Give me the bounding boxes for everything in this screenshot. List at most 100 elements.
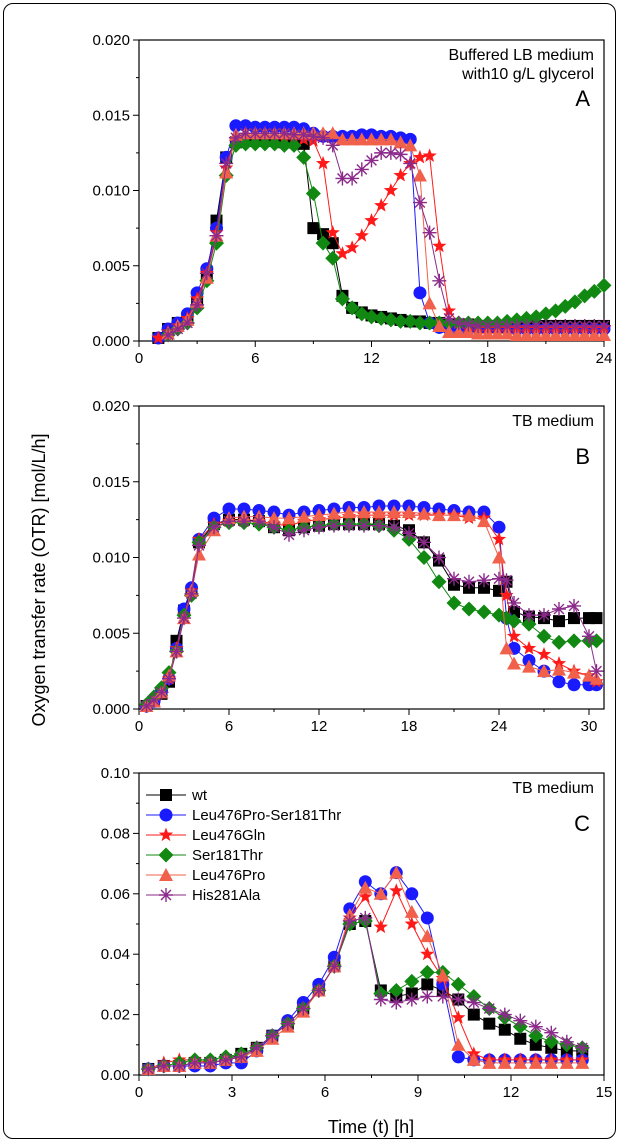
- data-point: [507, 656, 521, 670]
- data-point: [404, 904, 419, 918]
- data-point: [297, 509, 311, 523]
- data-point: [184, 586, 199, 601]
- legend-marker: [160, 789, 172, 801]
- data-point: [461, 601, 477, 617]
- data-point: [451, 1050, 465, 1064]
- data-point: [402, 526, 416, 541]
- data-point: [403, 138, 418, 152]
- data-point: [577, 327, 592, 341]
- data-point: [421, 978, 434, 991]
- data-point: [567, 678, 581, 692]
- data-point: [229, 119, 243, 133]
- data-point: [420, 989, 435, 1004]
- data-point: [342, 505, 356, 519]
- data-point: [544, 1055, 559, 1069]
- data-point: [513, 1055, 528, 1069]
- data-point: [419, 964, 435, 980]
- data-point: [267, 511, 281, 525]
- data-point: [252, 514, 266, 529]
- data-point: [393, 147, 408, 162]
- data-point: [315, 155, 331, 170]
- data-point: [335, 132, 350, 146]
- data-point: [280, 1016, 295, 1031]
- data-point: [422, 148, 437, 162]
- data-point: [412, 195, 427, 210]
- data-point: [312, 508, 326, 522]
- data-point: [412, 168, 427, 182]
- data-point: [551, 634, 567, 650]
- data-point: [492, 520, 506, 534]
- data-point: [507, 595, 521, 610]
- data-point: [364, 132, 379, 146]
- data-point: [162, 671, 176, 686]
- data-point: [497, 1055, 512, 1069]
- data-point: [277, 126, 292, 141]
- data-point: [383, 312, 399, 328]
- data-point: [559, 1034, 574, 1049]
- data-point: [477, 573, 491, 588]
- x-tick-label: 6: [225, 718, 233, 735]
- plot-frame: [138, 39, 605, 342]
- data-point: [462, 574, 476, 589]
- y-tick-label: 0.00: [101, 1067, 130, 1084]
- y-tick-label: 0.015: [92, 107, 130, 124]
- data-point: [327, 959, 342, 974]
- data-point: [287, 127, 301, 142]
- data-point: [404, 916, 419, 931]
- data-point: [374, 145, 389, 160]
- data-point: [567, 327, 582, 341]
- data-point: [296, 127, 311, 142]
- data-point: [529, 1038, 542, 1051]
- legend-label: Leu476Gln: [192, 827, 265, 844]
- data-point: [358, 910, 373, 925]
- data-point: [364, 153, 379, 168]
- data-point: [387, 505, 401, 519]
- x-tick-label: 15: [596, 1084, 613, 1101]
- data-point: [432, 273, 447, 288]
- data-point: [344, 300, 360, 316]
- data-point: [249, 1040, 264, 1055]
- series-his281ala: [161, 126, 611, 342]
- data-point: [393, 167, 408, 182]
- data-point: [528, 1019, 543, 1034]
- data-point: [451, 315, 466, 330]
- data-point: [543, 1034, 559, 1050]
- x-tick-label: 12: [311, 718, 328, 735]
- data-point: [372, 505, 386, 519]
- data-point: [451, 992, 466, 1007]
- data-point: [499, 573, 514, 588]
- data-point: [536, 628, 552, 644]
- data-point: [307, 222, 320, 235]
- data-point: [558, 318, 573, 333]
- data-point: [383, 145, 398, 160]
- data-point: [582, 629, 596, 644]
- y-tick-label: 0.010: [92, 550, 130, 567]
- data-point: [432, 508, 446, 522]
- x-axis-title: Time (t) [h]: [328, 1117, 414, 1137]
- data-point: [297, 523, 311, 538]
- data-point: [327, 518, 341, 533]
- data-point: [509, 327, 524, 341]
- data-point: [431, 574, 447, 590]
- data-point: [446, 595, 462, 611]
- data-point: [548, 318, 563, 333]
- data-point: [311, 983, 326, 998]
- x-tick-label: 24: [596, 350, 613, 367]
- data-point: [596, 277, 612, 293]
- data-point: [566, 633, 582, 649]
- series-his281ala: [139, 514, 604, 713]
- data-point: [342, 518, 356, 533]
- data-point: [373, 919, 388, 934]
- data-point: [357, 505, 371, 519]
- data-point: [180, 315, 195, 330]
- data-point: [354, 228, 369, 242]
- data-point: [461, 317, 476, 332]
- y-tick-label: 0.08: [101, 825, 130, 842]
- data-point: [282, 511, 296, 525]
- data-point: [597, 318, 611, 333]
- x-tick-label: 3: [228, 1084, 236, 1101]
- data-point: [567, 598, 581, 613]
- data-point: [404, 973, 420, 989]
- data-point: [514, 1032, 527, 1045]
- data-point: [234, 1049, 249, 1064]
